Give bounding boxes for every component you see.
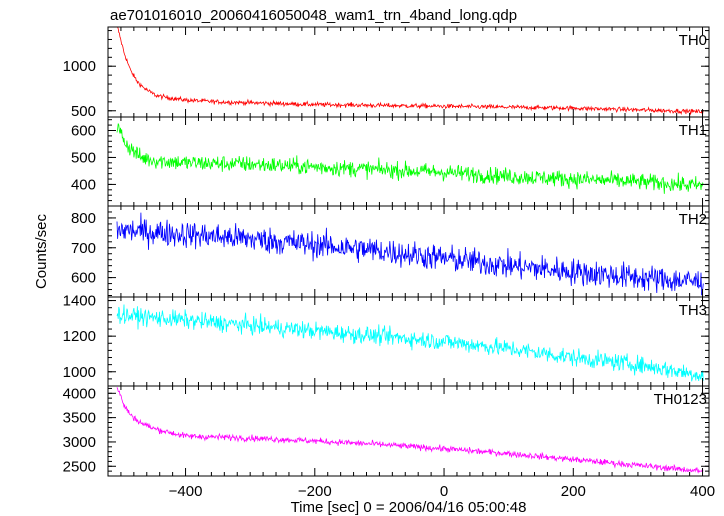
panel-label-th0123: TH0123 [654,391,707,408]
y-tick-label: 1000 [63,58,96,75]
y-tick-label: 500 [71,103,96,120]
y-tick-label: 600 [71,270,96,287]
series-line-th0 [116,27,704,116]
panel-th0: 500 1000 TH0 [63,26,710,120]
series-line-th2 [116,212,704,296]
x-tick-label: 0 [440,483,448,500]
panel-label-th2: TH2 [679,211,707,228]
y-tick-label: 2500 [63,458,96,475]
panel-frame [107,385,710,477]
chart-title: ae701016010_20060416050048_wam1_trn_4ban… [110,7,517,24]
y-tick-label: 400 [71,176,96,193]
y-tick-label: 1000 [63,364,96,381]
y-tick-label: 3000 [63,434,96,451]
y-tick-label: 700 [71,240,96,257]
panel-frame [107,26,710,118]
x-tick-label: 200 [561,483,586,500]
x-tick-label: −200 [298,483,332,500]
y-tick-label: 500 [71,149,96,166]
panel-label-th3: TH3 [679,302,707,319]
panel-th1: 400 500 600 TH1 [71,116,710,207]
x-tick-label: −400 [169,483,203,500]
series-line-th1 [116,123,704,194]
y-tick-label: 1400 [63,293,96,310]
series-line-th0123 [116,387,704,474]
x-tick-label: 400 [690,483,715,500]
panel-th0123: 2500 3000 3500 4000 TH0123 [63,385,710,477]
series-line-th3 [116,304,704,382]
panel-label-th0: TH0 [679,32,707,49]
panel-frame [107,296,710,387]
panel-th3: 1000 1200 1400 TH3 [63,293,710,387]
panel-label-th1: TH1 [679,122,707,139]
y-tick-label: 800 [71,210,96,227]
y-tick-label: 4000 [63,385,96,402]
y-axis-label: Counts/sec [33,213,50,289]
plot-layer: 500 1000 TH0 400 500 600 TH1 600 700 800 TH2 1000 12… [63,26,715,500]
x-axis-label: Time [sec] 0 = 2006/04/16 05:00:48 [291,499,527,516]
y-tick-label: 600 [71,122,96,139]
panel-th2: 600 700 800 TH2 [71,205,710,298]
y-tick-label: 1200 [63,328,96,345]
y-tick-label: 3500 [63,410,96,427]
